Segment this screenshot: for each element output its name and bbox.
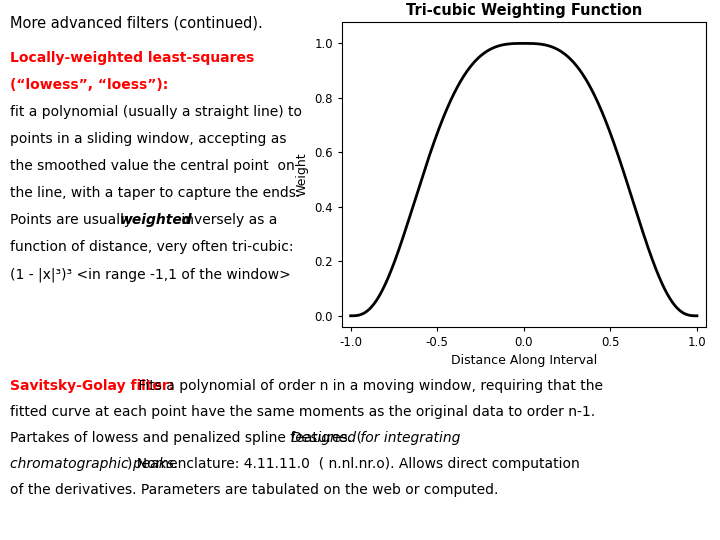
Text: points in a sliding window, accepting as: points in a sliding window, accepting as: [10, 132, 287, 146]
Text: Designed for integrating: Designed for integrating: [291, 431, 460, 445]
Text: Partakes of lowess and penalized spline features. (: Partakes of lowess and penalized spline …: [10, 431, 362, 445]
Text: Points are usually: Points are usually: [10, 213, 137, 227]
Y-axis label: Weight: Weight: [296, 152, 309, 196]
Text: of the derivatives. Parameters are tabulated on the web or computed.: of the derivatives. Parameters are tabul…: [10, 483, 498, 497]
Text: weighted: weighted: [120, 213, 193, 227]
Text: ) Nomenclature: 4.11.11.0  ( n.nl.nr.o). Allows direct computation: ) Nomenclature: 4.11.11.0 ( n.nl.nr.o). …: [127, 457, 580, 471]
Text: fitted curve at each point have the same moments as the original data to order n: fitted curve at each point have the same…: [10, 405, 595, 419]
Text: More advanced filters (continued).: More advanced filters (continued).: [10, 15, 263, 30]
X-axis label: Distance Along Interval: Distance Along Interval: [451, 354, 597, 367]
Text: chromatographic peaks.: chromatographic peaks.: [10, 457, 179, 471]
Text: (1 - |x|³)³ <in range -1,1 of the window>: (1 - |x|³)³ <in range -1,1 of the window…: [10, 267, 291, 282]
Text: inversely as a: inversely as a: [177, 213, 277, 227]
Text: the smoothed value the central point  on: the smoothed value the central point on: [10, 159, 294, 173]
Text: the line, with a taper to capture the ends.: the line, with a taper to capture the en…: [10, 186, 300, 200]
Text: fit a polynomial (usually a straight line) to: fit a polynomial (usually a straight lin…: [10, 105, 302, 119]
Text: Savitsky-Golay filter:: Savitsky-Golay filter:: [10, 379, 174, 393]
Text: (“lowess”, “loess”):: (“lowess”, “loess”):: [10, 78, 168, 92]
Text: Locally-weighted least-squares: Locally-weighted least-squares: [10, 51, 254, 65]
Text: Fits a polynomial of order n in a moving window, requiring that the: Fits a polynomial of order n in a moving…: [134, 379, 603, 393]
Title: Tri-cubic Weighting Function: Tri-cubic Weighting Function: [405, 3, 642, 18]
Text: function of distance, very often tri-cubic:: function of distance, very often tri-cub…: [10, 240, 294, 254]
